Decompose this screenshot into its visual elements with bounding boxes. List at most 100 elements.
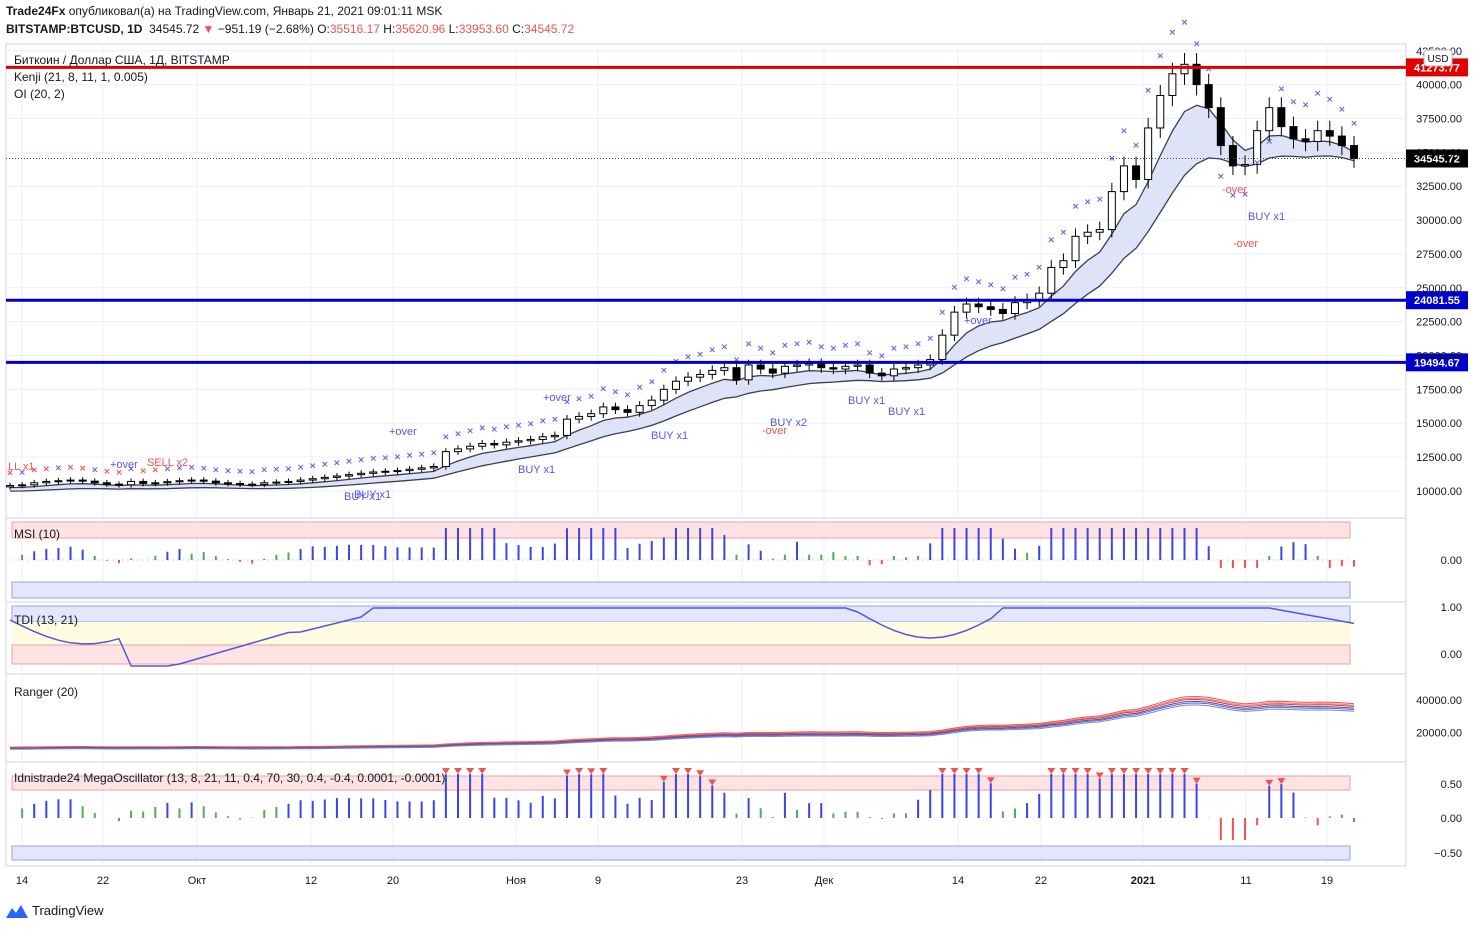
candle-body bbox=[296, 479, 305, 482]
candle-body bbox=[635, 405, 644, 413]
candle-body bbox=[1216, 107, 1225, 147]
cross-marker: × bbox=[1350, 119, 1358, 129]
candle-body bbox=[562, 418, 571, 436]
candle-body bbox=[938, 334, 947, 361]
cross-marker: × bbox=[854, 340, 862, 350]
currency-badge[interactable] bbox=[1423, 49, 1453, 67]
cross-marker: × bbox=[91, 466, 99, 476]
mega-sell-arrow-icon bbox=[1180, 768, 1189, 774]
cross-marker: × bbox=[176, 464, 184, 474]
candle-body bbox=[1180, 63, 1189, 75]
cross-marker: × bbox=[696, 350, 704, 360]
cross-marker: × bbox=[6, 469, 14, 479]
signal-buy-g: BUY x1 bbox=[1248, 211, 1285, 223]
cross-marker: × bbox=[55, 464, 63, 474]
msi-lower-zone bbox=[11, 581, 1351, 599]
tdi-line: 1.00 0.00 bbox=[9, 602, 1462, 667]
cross-marker: × bbox=[1096, 195, 1104, 205]
candle-body bbox=[1337, 135, 1346, 147]
tdi-legend: TDI (13, 21) bbox=[14, 613, 78, 627]
mega-sell-arrow-icon bbox=[599, 768, 608, 774]
cross-marker: × bbox=[248, 467, 256, 477]
candle-body bbox=[756, 364, 765, 370]
cross-marker: × bbox=[18, 468, 26, 478]
cross-marker: × bbox=[357, 456, 365, 466]
cross-marker: × bbox=[757, 344, 765, 354]
mega-sell-arrow-icon bbox=[1156, 768, 1165, 774]
candle-body bbox=[998, 308, 1007, 315]
candle-body bbox=[623, 409, 632, 413]
cross-marker: × bbox=[999, 285, 1007, 295]
mega-sell-arrow-icon bbox=[1119, 768, 1128, 774]
cross-marker: × bbox=[660, 366, 668, 376]
cross-marker: × bbox=[1253, 158, 1261, 168]
ranger-level-label: 40000.00 bbox=[1416, 695, 1462, 707]
cross-marker: × bbox=[333, 458, 341, 468]
cross-marker: × bbox=[394, 453, 402, 463]
cross-marker: × bbox=[1132, 141, 1140, 151]
candle-body bbox=[357, 472, 366, 476]
ranger-level-label: 20000.00 bbox=[1416, 727, 1462, 739]
msi-level-label: 0.00 bbox=[1441, 555, 1462, 567]
msi-legend: MSI (10) bbox=[14, 527, 60, 541]
cross-marker: × bbox=[1338, 105, 1346, 115]
msi-bars: 0.00 bbox=[11, 521, 1462, 599]
price-tick-label: 25000.00 bbox=[1416, 283, 1462, 295]
cross-marker: × bbox=[1011, 273, 1019, 283]
mega-sell-arrow-icon bbox=[684, 768, 693, 774]
candle-body bbox=[526, 438, 535, 442]
candle-body bbox=[284, 480, 293, 483]
candle-body bbox=[30, 482, 39, 486]
candle-body bbox=[466, 445, 475, 450]
candle-body bbox=[102, 482, 111, 485]
time-tick-label: 2021 bbox=[1131, 875, 1155, 887]
main-legend-title: Биткоин / Доллар США, 1Д, BITSTAMP bbox=[14, 53, 230, 67]
price-tick-label: 32500.00 bbox=[1416, 181, 1462, 193]
cross-marker: × bbox=[503, 422, 511, 432]
ranger-lines: 40000.00 20000.00 bbox=[9, 695, 1462, 750]
cross-marker: × bbox=[805, 338, 813, 348]
signal-buy-c: BUY x1 bbox=[518, 464, 555, 476]
mega-sell-arrow-icon bbox=[1107, 768, 1116, 774]
price-tick-label: 20000.00 bbox=[1416, 350, 1462, 362]
cross-marker: × bbox=[1023, 270, 1031, 280]
mega-legend: Idnistrade24 MegaOscillator (13, 8, 21, … bbox=[14, 771, 445, 785]
cross-marker: × bbox=[127, 464, 135, 474]
mega-sell-arrow-icon bbox=[1192, 777, 1201, 784]
tradingview-logo[interactable]: TradingView bbox=[6, 903, 104, 918]
candle-body bbox=[1313, 130, 1322, 143]
cross-marker: × bbox=[914, 340, 922, 350]
cross-marker: × bbox=[103, 467, 111, 477]
cross-marker: × bbox=[987, 280, 995, 290]
cross-marker: × bbox=[1217, 172, 1225, 182]
candle-body bbox=[405, 468, 414, 472]
mega-sell-arrow-icon bbox=[1059, 768, 1068, 774]
cross-marker: × bbox=[297, 463, 305, 473]
price-tick-label: 30000.00 bbox=[1416, 215, 1462, 227]
mega-sell-arrow-icon bbox=[1083, 768, 1092, 774]
cross-markers: × × × × × × × × × × × × × × × × × × × × × × × × × × × × × × × × × × × × × × × ×… bbox=[6, 18, 1358, 479]
cross-marker: × bbox=[563, 398, 571, 408]
price-tick-label: 17500.00 bbox=[1416, 384, 1462, 396]
time-tick-label: Дек bbox=[815, 875, 834, 887]
cross-marker: × bbox=[539, 416, 547, 426]
tdi-lower-zone bbox=[11, 644, 1351, 665]
mega-lower-zone bbox=[11, 845, 1351, 861]
mega-sell-arrow-icon bbox=[562, 769, 571, 776]
cross-marker: × bbox=[1120, 127, 1128, 137]
cross-marker: × bbox=[951, 283, 959, 293]
signal-buy-b: BUY x1 bbox=[354, 489, 391, 501]
time-tick-label: 12 bbox=[305, 875, 317, 887]
cross-marker: × bbox=[164, 465, 172, 475]
candle-body bbox=[611, 406, 620, 411]
candle-body bbox=[865, 364, 874, 374]
author-name[interactable]: Trade24Fx bbox=[6, 4, 66, 18]
cross-marker: × bbox=[236, 467, 244, 477]
cross-marker: × bbox=[212, 466, 220, 476]
cross-marker: × bbox=[1265, 137, 1273, 147]
price-tick-label: 35000.00 bbox=[1416, 147, 1462, 159]
price-axis-labels: 10000.00 12500.00 15000.00 17500.00 20000.00… bbox=[1416, 46, 1462, 498]
time-tick-label: 23 bbox=[736, 875, 748, 887]
level-price-label: 24081.55 bbox=[1414, 295, 1460, 307]
